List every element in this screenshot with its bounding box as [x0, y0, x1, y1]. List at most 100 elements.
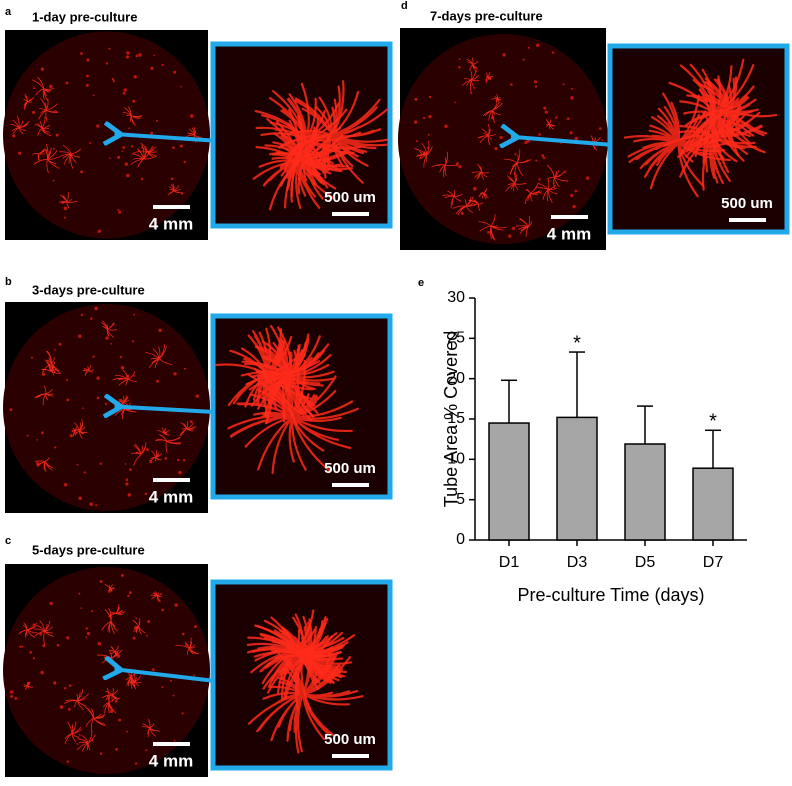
- speck: [42, 644, 46, 648]
- speck: [180, 85, 182, 88]
- speck: [83, 471, 86, 474]
- scale-label: 4 mm: [547, 224, 591, 243]
- speck: [71, 429, 74, 432]
- speck: [125, 478, 129, 482]
- speck: [541, 154, 545, 157]
- speck: [172, 146, 175, 150]
- speck: [458, 164, 462, 169]
- speck: [133, 313, 136, 316]
- speck: [511, 226, 516, 230]
- speck: [92, 355, 95, 358]
- speck: [85, 83, 89, 87]
- y-tick-label: 5: [456, 491, 465, 508]
- speck: [126, 51, 130, 55]
- speck: [538, 133, 542, 136]
- speck: [161, 686, 164, 689]
- speck: [96, 396, 100, 400]
- speck: [10, 695, 14, 699]
- speck: [69, 433, 73, 438]
- tube-network: [10, 115, 30, 135]
- speck: [117, 155, 121, 159]
- panel-title: 7-days pre-culture: [430, 8, 543, 23]
- speck: [86, 74, 89, 78]
- speck: [114, 699, 118, 703]
- speck: [539, 192, 542, 194]
- bar: [556, 416, 598, 541]
- well-texture: [9, 573, 200, 765]
- speck: [533, 80, 538, 84]
- panel-title: 3-days pre-culture: [32, 282, 145, 297]
- speck: [150, 66, 154, 70]
- speck: [111, 78, 115, 81]
- tube-network: [524, 182, 542, 204]
- tube-network: [264, 118, 350, 200]
- speck: [538, 178, 541, 181]
- speck: [128, 127, 131, 130]
- tube-network: [108, 604, 126, 617]
- inset-texture: [623, 58, 778, 198]
- scale-label: 500 um: [324, 189, 376, 206]
- speck: [551, 51, 555, 54]
- speck: [599, 127, 602, 130]
- y-tick-label: 0: [456, 531, 465, 548]
- tube-network: [462, 69, 480, 92]
- speck: [92, 94, 95, 97]
- speck: [543, 106, 547, 110]
- tube-network: [102, 687, 117, 714]
- speck: [563, 170, 567, 174]
- speck: [126, 173, 130, 178]
- speck: [32, 110, 36, 114]
- speck: [49, 601, 53, 606]
- speck: [99, 579, 103, 583]
- arrow: [115, 406, 213, 412]
- speck: [63, 216, 66, 219]
- speck: [444, 124, 448, 129]
- tube-network: [33, 143, 60, 174]
- bar-chart: e 0 5 10 15 20 25 30 D1 D3 D5 D7 * * Tube Area % Cover…: [418, 277, 747, 605]
- speck: [508, 234, 512, 238]
- speck: [80, 313, 83, 317]
- speck: [135, 617, 138, 620]
- speck: [54, 446, 57, 449]
- speck: [130, 145, 134, 148]
- speck: [76, 743, 79, 745]
- tube-network: [478, 214, 507, 241]
- speck: [510, 83, 513, 86]
- speck: [36, 462, 40, 466]
- speck: [41, 372, 46, 376]
- arrow: [511, 137, 610, 145]
- tube-network: [246, 609, 345, 700]
- speck: [174, 603, 178, 607]
- speck: [67, 708, 71, 711]
- tube-network: [32, 149, 45, 161]
- speck: [63, 482, 68, 487]
- speck: [145, 749, 148, 752]
- speck: [94, 306, 98, 311]
- speck: [155, 379, 159, 383]
- tube-network: [34, 116, 51, 137]
- speck: [82, 407, 84, 410]
- scale-label: 500 um: [721, 195, 773, 212]
- speck: [97, 229, 101, 233]
- panel-label: d: [401, 0, 408, 12]
- speck: [190, 114, 194, 118]
- panel-title: 5-days pre-culture: [32, 542, 145, 557]
- tube-network: [442, 190, 463, 209]
- speck: [86, 58, 90, 62]
- tube-network: [504, 149, 532, 178]
- speck: [158, 328, 162, 333]
- speck: [78, 734, 81, 736]
- bar: [692, 467, 734, 541]
- speck: [54, 110, 58, 114]
- scale-label: 500 um: [324, 460, 376, 477]
- speck: [118, 210, 122, 214]
- speck: [542, 156, 546, 160]
- tube-network: [64, 721, 82, 744]
- tube-network: [57, 144, 81, 169]
- speck: [105, 62, 109, 65]
- speck: [33, 87, 36, 89]
- speck: [179, 144, 183, 148]
- speck: [125, 482, 129, 486]
- tube-network: [82, 365, 95, 376]
- speck: [66, 636, 70, 640]
